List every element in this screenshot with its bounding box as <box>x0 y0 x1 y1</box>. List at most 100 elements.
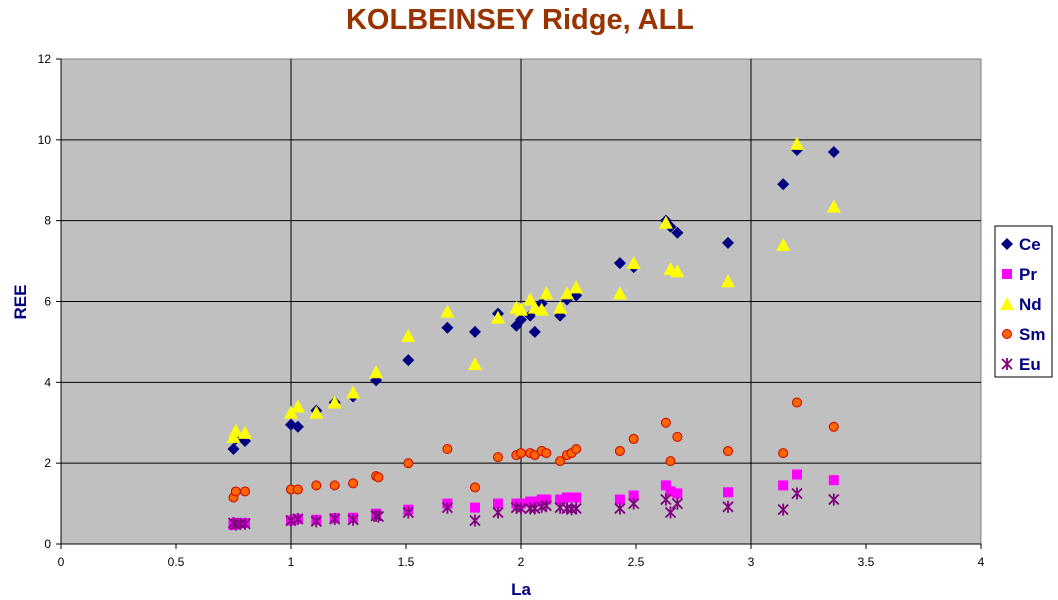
x-tick-label: 1 <box>288 555 295 569</box>
x-tick-label: 2 <box>518 555 525 569</box>
x-tick-label: 1.5 <box>398 555 415 569</box>
data-point-pr <box>541 494 552 505</box>
data-point-ce <box>227 443 240 456</box>
data-point-ce <box>291 420 304 433</box>
x-tick-label: 0.5 <box>168 555 185 569</box>
data-point-nd <box>721 274 735 288</box>
data-point-eu <box>570 502 582 515</box>
data-point-sm <box>348 478 359 489</box>
data-point-eu <box>372 510 385 523</box>
legend-marker-sm <box>1002 329 1012 339</box>
data-point-nd <box>658 215 673 229</box>
data-point-nd <box>569 280 584 294</box>
data-point-nd <box>440 304 455 318</box>
data-point-nd <box>327 395 342 409</box>
grid-lines <box>61 59 981 544</box>
data-point-eu <box>441 501 454 514</box>
data-point-nd <box>560 286 574 300</box>
data-point-ce <box>671 226 684 239</box>
data-point-pr <box>660 480 671 491</box>
data-point-sm <box>442 444 453 455</box>
legend: Ce Pr Nd Sm Eu <box>994 225 1053 378</box>
data-point-sm <box>403 458 414 469</box>
legend-marker-eu <box>1001 358 1013 370</box>
data-point-eu <box>664 506 677 519</box>
data-point-sm <box>555 456 566 467</box>
data-point-nd <box>346 385 361 399</box>
data-point-nd <box>523 292 538 306</box>
data-point-pr <box>672 488 683 499</box>
y-tick-label: 10 <box>38 133 52 147</box>
data-point-nd <box>468 357 482 371</box>
data-point-sm <box>493 452 503 463</box>
data-point-pr <box>571 492 582 503</box>
data-point-sm <box>292 484 303 495</box>
data-point-eu <box>310 515 322 528</box>
x-tick-label: 4 <box>978 555 985 569</box>
data-point-eu <box>722 500 734 513</box>
data-point-nd <box>514 302 528 316</box>
legend-label-pr: Pr <box>1019 265 1037 284</box>
data-point-nd <box>553 300 568 314</box>
data-point-eu <box>329 512 341 525</box>
data-point-nd <box>401 328 416 342</box>
chart-title: KOLBEINSEY Ridge, ALL <box>345 4 695 36</box>
data-point-eu <box>628 497 640 510</box>
data-point-ce <box>827 145 840 158</box>
data-point-sm <box>571 444 582 455</box>
x-tick-label: 3.5 <box>858 555 875 569</box>
data-point-pr <box>792 469 802 480</box>
data-point-sm <box>614 446 625 457</box>
data-point-eu <box>540 499 552 512</box>
legend-marker-ce <box>1001 238 1013 250</box>
data-point-ce <box>722 236 734 249</box>
data-point-nd <box>491 310 505 324</box>
data-point-nd <box>826 199 841 213</box>
data-point-pr <box>628 490 639 501</box>
data-point-nd <box>238 425 252 439</box>
legend-label-sm: Sm <box>1019 325 1045 344</box>
data-point-sm <box>828 421 839 432</box>
data-point-sm <box>470 482 480 493</box>
legend-marker-nd <box>1000 297 1014 310</box>
data-point-nd <box>790 136 804 150</box>
data-point-sm <box>373 472 384 483</box>
data-point-ce <box>515 313 527 326</box>
data-point-ce <box>469 325 481 338</box>
data-point-pr <box>614 494 625 505</box>
data-point-ce <box>402 354 415 367</box>
data-point-eu <box>828 493 840 506</box>
data-point-sm <box>665 456 676 467</box>
data-point-eu <box>660 493 672 506</box>
data-point-nd <box>776 237 791 251</box>
data-point-sm <box>541 448 552 459</box>
data-point-nd <box>290 399 305 413</box>
data-point-sm <box>230 486 241 497</box>
data-point-ce <box>613 257 626 270</box>
data-point-eu <box>515 502 527 515</box>
data-point-sm <box>240 486 250 497</box>
legend-box <box>994 225 1053 378</box>
data-point-nd <box>228 423 243 437</box>
data-point-eu <box>292 512 304 525</box>
data-point-pr <box>493 498 503 509</box>
data-point-nd <box>309 405 324 419</box>
y-tick-label: 0 <box>44 537 51 551</box>
x-tick-label: 2.5 <box>628 555 645 569</box>
data-point-nd <box>670 264 685 278</box>
data-point-nd <box>369 365 384 379</box>
data-point-eu <box>791 487 803 500</box>
data-point-eu <box>469 514 481 527</box>
data-point-eu <box>347 513 359 526</box>
y-tick-label: 8 <box>44 214 51 228</box>
data-point-sm <box>723 446 733 457</box>
y-tick-label: 2 <box>44 456 51 470</box>
axis-ticks: 0 0.5 1 1.5 2 2.5 3 3.5 4 0 2 4 6 8 10 12 <box>38 52 985 569</box>
y-tick-label: 12 <box>38 52 52 66</box>
y-axis-title: REE <box>11 285 30 320</box>
legend-label-nd: Nd <box>1019 295 1042 314</box>
data-point-sm <box>672 431 683 442</box>
series-sm <box>228 397 839 503</box>
data-point-sm <box>778 448 789 459</box>
data-point-nd <box>534 302 549 316</box>
